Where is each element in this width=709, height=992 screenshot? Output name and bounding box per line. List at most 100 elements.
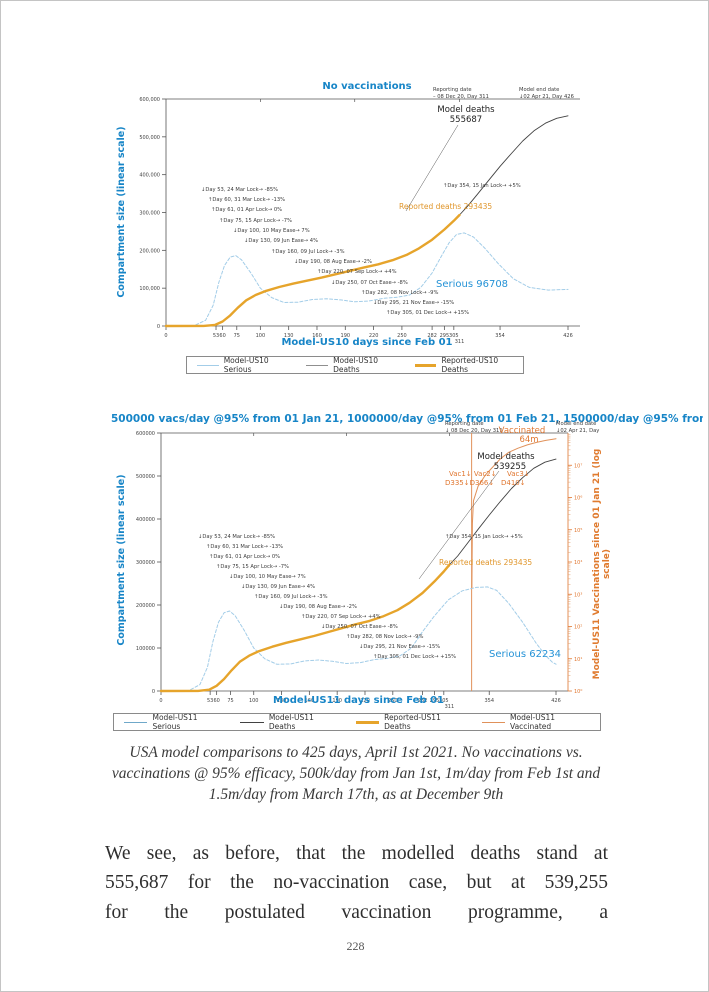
x-tick-label: 100 [256, 333, 266, 339]
y-tick-label: 600000 [136, 431, 155, 437]
legend-item: Model-US10 Deaths [306, 356, 394, 374]
chart-annotation: ↑Day 282, 08 Nov Lock→ -9% [361, 290, 438, 296]
legend-label: Reported-US11 Deaths [384, 713, 441, 731]
body-line-2: 555,687 for the no-vaccination case, but… [105, 872, 608, 894]
chart-annotation: ↑Day 282, 08 Nov Lock→ -9% [346, 634, 423, 640]
right-y-tick-label: 10⁰ [574, 689, 582, 695]
legend-swatch [414, 363, 437, 367]
chart-annotation: ↑Day 61, 01 Apr Lock→ 0% [211, 207, 282, 213]
chart1-x-axis-label: Model-US10 days since Feb 01 [281, 337, 453, 348]
chart-annotation: ↓Day 295, 21 Nov Ease→ -15% [373, 300, 454, 306]
chart-annotation: ↓Day 190, 08 Aug Ease→ -2% [294, 259, 372, 265]
x-tick-label: 190 [341, 333, 351, 339]
chart-annotation: 539255 [494, 462, 526, 472]
legend-swatch [306, 364, 329, 366]
chart-annotation: D410↓ [501, 479, 526, 487]
y-tick-label: 500,000 [139, 135, 160, 141]
chart-annotation: ↑Day 75, 15 Apr Lock→ -7% [216, 564, 289, 570]
chart-annotation: ↓Day 250, 07 Oct Ease→ -8% [331, 280, 408, 286]
chart-annotation: – 08 Dec 20, Day 311 [433, 94, 489, 100]
legend-swatch [355, 720, 380, 724]
y-tick-label: 500000 [136, 474, 155, 480]
series-reported-us11-deaths [159, 563, 451, 693]
x-tick-label: 426 [551, 698, 561, 704]
chart-annotation: Model deaths [477, 452, 535, 462]
legend-item: Reported-US11 Deaths [355, 713, 462, 731]
x-tick-label: 60 [213, 698, 219, 704]
y-tick-label: 200000 [136, 603, 155, 609]
y-tick-label: 300000 [136, 560, 155, 566]
right-y-tick-label: 10⁴ [574, 560, 582, 566]
chart-annotation: ↑Day 220, 07 Sep Lock→ +4% [317, 269, 397, 275]
y-tick-label: 600,000 [139, 97, 160, 103]
x-tick-label: 0 [164, 333, 167, 339]
y-tick-label: 0 [152, 689, 155, 695]
chart-annotation: ↑Day 305, 01 Dec Lock→ +15% [373, 654, 456, 660]
chart-annotation: ↓Day 100, 10 May Ease→ 7% [233, 228, 310, 234]
y-tick-label: 100,000 [139, 286, 160, 292]
chart1-legend: Model-US10 Serious Model-US10 Deaths Repor… [186, 356, 524, 374]
x-tick-label: 75 [227, 698, 233, 704]
chart-annotation: ↓Day 130, 09 Jun Ease→ 4% [241, 584, 315, 590]
legend-item: Reported-US10 Deaths [414, 356, 513, 374]
chart-annotation: 64m [519, 435, 538, 445]
x-tick-label: 250 [397, 333, 407, 339]
chart-annotation: ↓Day 53, 24 Mar Lock→ -85% [201, 187, 278, 193]
chart-annotation: D335↓D366↓ [445, 479, 494, 487]
legend-item: Model-US11 Deaths [240, 713, 335, 731]
chart-annotation: Reported deaths 293435 [439, 558, 532, 567]
chart-annotation: ↑Day 61, 01 Apr Lock→ 0% [209, 554, 280, 560]
chart-annotation: ↑Day 75, 15 Apr Lock→ -7% [219, 218, 292, 224]
x-tick-label: 75 [234, 333, 240, 339]
x-tick-label: 250 [388, 698, 398, 704]
right-y-tick-label: 10⁶ [574, 496, 582, 502]
chart-annotation: ↓02 Apr 21, Day 426 [519, 94, 574, 100]
legend-item: Model-US11 Serious [124, 713, 220, 731]
series-model-us11-vaccinated [471, 438, 557, 589]
chart-annotation: Serious 96708 [436, 279, 508, 290]
chart-annotation: ↑Day 354, 15 Jan Lock→ +5% [443, 183, 521, 189]
x-tick-label: 282 [418, 698, 428, 704]
legend-swatch [481, 721, 506, 723]
y-tick-label: 0 [157, 324, 160, 330]
legend-label: Model-US11 Serious [152, 713, 198, 731]
body-line-3: for the postulated vaccination programme… [105, 901, 608, 923]
x-tick-label: 295 [440, 333, 450, 339]
x-tick-label: 282 [427, 333, 437, 339]
legend-label: Model-US11 Vaccinated [510, 713, 556, 731]
chart-annotation: ↑Day 220, 07 Sep Lock→ +4% [301, 614, 381, 620]
x-tick-label: 354 [495, 333, 505, 339]
chart-annotation: ↑Day 160, 09 Jul Lock→ -3% [254, 594, 328, 600]
x-tick-label: 295 [430, 698, 440, 704]
y-tick-label: 300,000 [139, 211, 160, 217]
chart2-legend: Model-US11 Serious Model-US11 Deaths Repor… [113, 713, 601, 731]
chart-annotation: Reported deaths 293435 [399, 202, 492, 211]
x-tick-label: 190 [332, 698, 342, 704]
legend-swatch [124, 721, 148, 723]
chart-annotation: ↑Day 354, 15 Jan Lock→ +5% [445, 534, 523, 540]
chart-annotation: ↓Day 100, 10 May Ease→ 7% [229, 574, 306, 580]
caption-line-3: 1.5m/day from March 17th, as at December… [208, 785, 504, 803]
x-tick-label-row2: 311 [455, 339, 465, 345]
x-tick-label: 53 [213, 333, 219, 339]
right-y-tick-label: 10² [574, 625, 582, 631]
legend-label: Model-US11 Deaths [268, 713, 314, 731]
x-tick-label: 53 [207, 698, 213, 704]
chart1-no-vaccinations: 600,000 500,000 400,000 300,000 200,000 100,0… [139, 87, 580, 345]
chart-annotation: ↑Day 305, 01 Dec Lock→ +15% [386, 310, 469, 316]
chart-annotation: Model deaths [437, 105, 495, 115]
chart1-title: No vaccinations [322, 81, 412, 92]
x-tick-label: 130 [284, 333, 294, 339]
x-tick-label: 160 [312, 333, 322, 339]
series-reported-us10-deaths [164, 213, 461, 328]
model-deaths-callout [418, 470, 500, 580]
model-deaths-callout [405, 124, 459, 212]
chart-annotation: Vaccinated [499, 426, 546, 436]
chart-annotation: ↑Day 160, 09 Jul Lock→ -3% [271, 249, 345, 255]
right-y-tick-label: 10⁷ [574, 463, 582, 469]
chart-annotation: Vac3↓ [507, 470, 530, 478]
chart2-x-axis-label: Model-US11 days since Feb 01 [272, 695, 445, 706]
right-y-tick-label: 10¹ [574, 657, 582, 663]
x-tick-label-row2: 311 [445, 704, 455, 710]
x-tick-label: 130 [277, 698, 287, 704]
